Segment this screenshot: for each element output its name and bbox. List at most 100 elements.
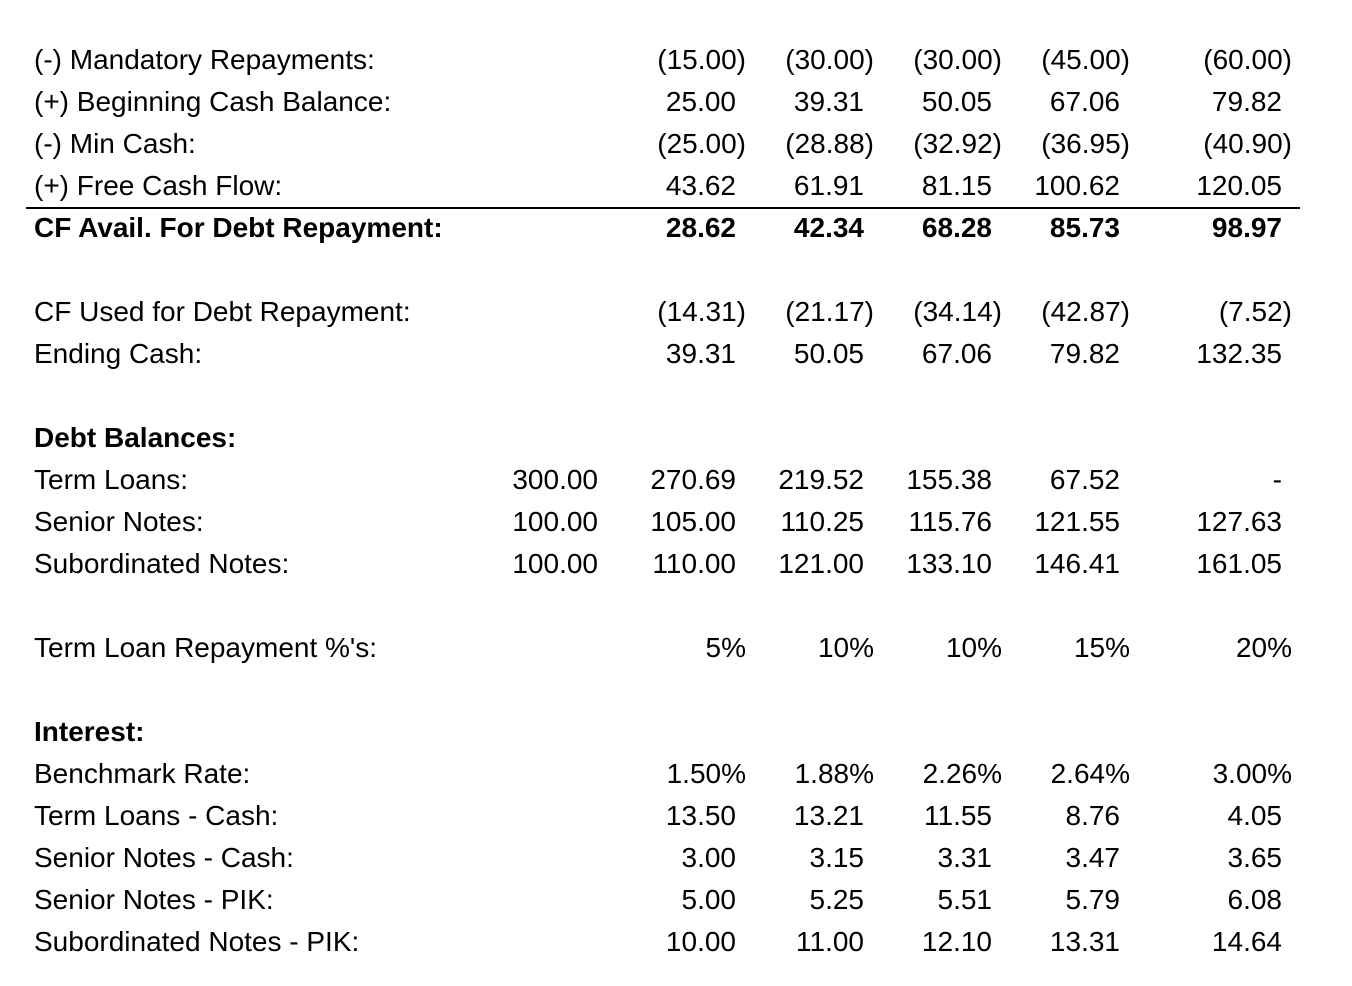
value-cell: 2.64% <box>1050 758 1130 789</box>
value-cell: 100.00 <box>512 506 598 537</box>
value-cell: 12.10 <box>921 926 992 957</box>
value-cell: (32.92) <box>913 128 1002 159</box>
row-ending-cash: Ending Cash: 39.31 50.05 67.06 79.82 132.35 <box>0 333 1352 375</box>
value-cell: 85.73 <box>1049 212 1120 243</box>
value-cell: 11.55 <box>924 800 992 831</box>
value-cell: 121.55 <box>1034 506 1120 537</box>
row-label: Benchmark Rate: <box>34 758 251 789</box>
value-cell: 127.63 <box>1196 506 1282 537</box>
value-cell: (30.00) <box>785 44 874 75</box>
row-min-cash: (-) Min Cash: (25.00) (28.88) (32.92) (36.95… <box>0 123 1352 165</box>
row-beginning-cash-balance: (+) Beginning Cash Balance: 25.00 39.31 50.… <box>0 81 1352 123</box>
value-cell: (15.00) <box>657 44 746 75</box>
value-cell: 270.69 <box>650 464 736 495</box>
value-cell: 5.00 <box>681 884 737 915</box>
value-cell: 14.64 <box>1211 926 1282 957</box>
value-cell: 219.52 <box>778 464 864 495</box>
value-cell: (7.52) <box>1218 296 1292 327</box>
section-heading: CF Avail. For Debt Repayment: <box>34 212 443 243</box>
row-label: Senior Notes - Cash: <box>34 842 294 873</box>
value-cell: 8.76 <box>1065 800 1121 831</box>
value-cell: 115.76 <box>908 506 992 537</box>
value-cell: 5.25 <box>809 884 865 915</box>
value-cell: 3.31 <box>937 842 993 873</box>
value-cell: 121.00 <box>778 548 864 579</box>
value-cell: 133.10 <box>906 548 992 579</box>
value-cell: (28.88) <box>785 128 874 159</box>
value-cell: 39.31 <box>793 86 864 117</box>
value-cell: (45.00) <box>1041 44 1130 75</box>
debt-schedule-sheet: (-) Mandatory Repayments: (15.00) (30.00) (… <box>0 39 1352 963</box>
value-cell: 28.62 <box>665 212 736 243</box>
value-cell: 50.05 <box>793 338 864 369</box>
row-cf-used-for-debt-repayment: CF Used for Debt Repayment: (14.31) (21.17… <box>0 291 1352 333</box>
value-cell: 68.28 <box>921 212 992 243</box>
row-debt-balances: Debt Balances: <box>0 417 1352 459</box>
value-cell: 2.26% <box>922 758 1002 789</box>
value-cell: 120.05 <box>1196 170 1282 201</box>
value-cell: 67.52 <box>1049 464 1120 495</box>
value-cell: 81.15 <box>921 170 992 201</box>
value-cell: 13.50 <box>665 800 736 831</box>
value-cell: 3.00 <box>681 842 737 873</box>
value-cell: 161.05 <box>1196 548 1282 579</box>
value-cell: (40.90) <box>1203 128 1292 159</box>
value-cell: 6.08 <box>1227 884 1283 915</box>
value-cell: 155.38 <box>906 464 992 495</box>
value-cell: 61.91 <box>793 170 864 201</box>
blank-row <box>0 249 1352 291</box>
value-cell: 11.00 <box>796 926 864 957</box>
value-cell: (34.14) <box>913 296 1002 327</box>
row-senior-notes: Senior Notes: 100.00 105.00 110.25 115.76 121… <box>0 501 1352 543</box>
value-cell: (30.00) <box>913 44 1002 75</box>
row-label: Term Loans: <box>34 464 189 495</box>
value-cell: (60.00) <box>1203 44 1292 75</box>
value-cell: 105.00 <box>650 506 736 537</box>
value-cell: 67.06 <box>1049 86 1120 117</box>
row-label: Term Loans - Cash: <box>34 800 279 831</box>
blank-row <box>0 669 1352 711</box>
row-free-cash-flow: (+) Free Cash Flow: 43.62 61.91 81.15 100.62… <box>0 165 1352 207</box>
value-cell: (36.95) <box>1041 128 1130 159</box>
row-label: Term Loan Repayment %'s: <box>34 632 378 663</box>
value-cell: 79.82 <box>1049 338 1120 369</box>
value-cell: 5.79 <box>1065 884 1121 915</box>
value-cell: 25.00 <box>665 86 736 117</box>
value-cell: - <box>1272 464 1282 495</box>
row-subordinated-notes: Subordinated Notes: 100.00 110.00 121.00 133… <box>0 543 1352 585</box>
value-cell: 3.00% <box>1212 758 1292 789</box>
value-cell: 10% <box>817 632 874 663</box>
row-label: Senior Notes: <box>34 506 204 537</box>
section-heading: Debt Balances: <box>34 422 237 453</box>
value-cell: (42.87) <box>1041 296 1130 327</box>
value-cell: 5.51 <box>937 884 993 915</box>
value-cell: 1.50% <box>666 758 746 789</box>
blank-row <box>0 585 1352 627</box>
row-interest: Interest: <box>0 711 1352 753</box>
value-cell: 110.25 <box>780 506 864 537</box>
value-cell: 132.35 <box>1196 338 1282 369</box>
row-benchmark-rate: Benchmark Rate: 1.50% 1.88% 2.26% 2.64% 3.00% <box>0 753 1352 795</box>
row-label: Senior Notes - PIK: <box>34 884 274 915</box>
row-subordinated-notes-pik: Subordinated Notes - PIK: 10.00 11.00 12.10… <box>0 921 1352 963</box>
row-term-loans: Term Loans: 300.00 270.69 219.52 155.38 67.52… <box>0 459 1352 501</box>
row-term-loan-repayment-s: Term Loan Repayment %'s: 5% 10% 10% 15% 20% <box>0 627 1352 669</box>
value-cell: 15% <box>1073 632 1130 663</box>
row-senior-notes-pik: Senior Notes - PIK: 5.00 5.25 5.51 5.79 6.08 <box>0 879 1352 921</box>
value-cell: 3.15 <box>809 842 865 873</box>
value-cell: 10% <box>945 632 1002 663</box>
value-cell: 3.47 <box>1065 842 1121 873</box>
value-cell: (25.00) <box>657 128 746 159</box>
value-cell: 13.21 <box>793 800 864 831</box>
value-cell: 100.00 <box>512 548 598 579</box>
value-cell: 39.31 <box>665 338 736 369</box>
row-label: Subordinated Notes - PIK: <box>34 926 360 957</box>
value-cell: 3.65 <box>1227 842 1283 873</box>
row-label: Ending Cash: <box>34 338 203 369</box>
value-cell: 146.41 <box>1034 548 1120 579</box>
value-cell: (21.17) <box>785 296 874 327</box>
value-cell: 10.00 <box>665 926 736 957</box>
value-cell: (14.31) <box>657 296 746 327</box>
value-cell: 300.00 <box>512 464 598 495</box>
value-cell: 20% <box>1235 632 1292 663</box>
